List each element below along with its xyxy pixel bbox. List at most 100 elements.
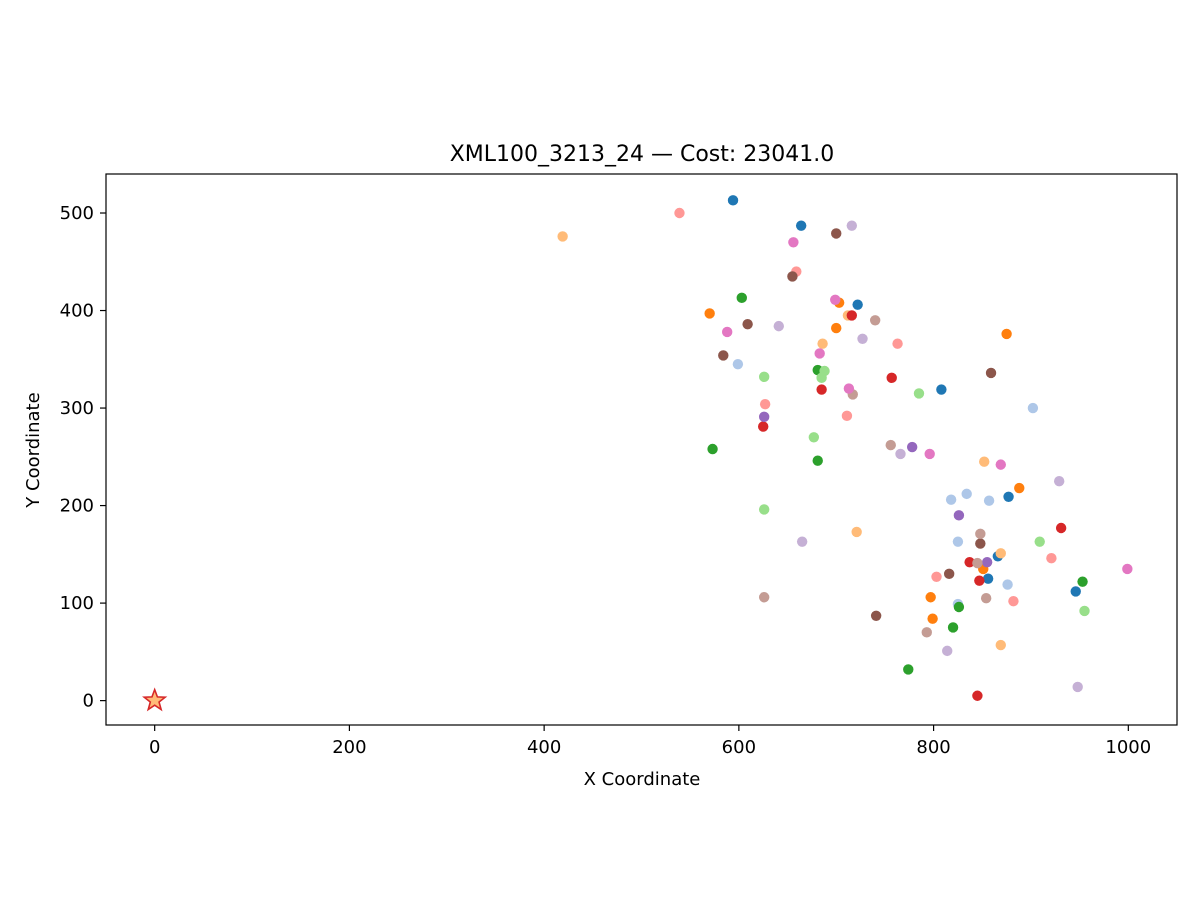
data-point xyxy=(906,441,918,453)
data-point xyxy=(808,432,820,443)
data-point xyxy=(758,411,770,423)
y-tick-label: 400 xyxy=(60,301,94,322)
data-point xyxy=(1002,579,1013,590)
data-point xyxy=(704,308,715,319)
plot-frame xyxy=(105,173,1178,726)
data-point xyxy=(972,557,983,569)
depot-layer xyxy=(142,687,168,712)
data-point xyxy=(816,372,827,384)
data-point xyxy=(1122,563,1133,575)
depot-star-icon xyxy=(142,687,168,712)
y-tick-label: 500 xyxy=(60,203,94,224)
data-point xyxy=(892,338,903,349)
axis-ticks: 0 200 400 600 800 1000 0 100 200 300 400 500 xyxy=(60,203,1152,758)
data-point xyxy=(921,627,932,638)
chart-title: XML100_3213_24 — Cost: 23041.0 xyxy=(450,142,835,167)
data-point xyxy=(707,443,718,455)
data-point xyxy=(975,538,986,549)
data-point xyxy=(964,556,975,568)
x-tick-label: 200 xyxy=(332,737,366,758)
data-point xyxy=(846,220,858,231)
data-point xyxy=(945,494,957,505)
data-point xyxy=(924,448,935,460)
data-point xyxy=(1077,576,1088,587)
data-point xyxy=(1014,482,1025,494)
data-point xyxy=(857,333,868,345)
x-axis-label: X Coordinate xyxy=(584,769,701,790)
x-tick-label: 1000 xyxy=(1105,737,1151,758)
data-point xyxy=(980,593,992,604)
data-point xyxy=(870,610,882,621)
data-point xyxy=(1072,681,1083,693)
data-point xyxy=(758,592,770,603)
data-point xyxy=(982,573,994,584)
data-point xyxy=(736,292,747,304)
data-point xyxy=(975,528,986,540)
data-point xyxy=(830,294,841,306)
data-point xyxy=(913,388,925,399)
data-point xyxy=(1027,402,1039,414)
data-point xyxy=(718,350,729,361)
data-point xyxy=(759,398,771,410)
data-point xyxy=(846,310,858,321)
data-point xyxy=(1070,586,1081,597)
x-tick-label: 0 xyxy=(149,737,160,758)
data-point xyxy=(721,326,733,338)
data-point xyxy=(1034,536,1045,547)
data-point xyxy=(557,231,568,242)
data-point xyxy=(831,322,842,334)
data-point xyxy=(851,526,862,538)
data-point xyxy=(981,556,993,568)
y-tick-label: 100 xyxy=(60,593,94,614)
data-point xyxy=(943,568,955,580)
x-tick-label: 400 xyxy=(527,737,561,758)
x-tick-label: 600 xyxy=(722,737,756,758)
data-point xyxy=(903,664,914,675)
y-axis-label: Y Coordinate xyxy=(23,392,44,508)
data-point xyxy=(841,410,853,422)
data-point xyxy=(974,575,985,586)
data-point xyxy=(983,495,995,506)
data-point xyxy=(796,536,808,547)
data-point xyxy=(931,571,942,582)
data-point xyxy=(816,384,827,395)
data-point xyxy=(852,299,863,310)
data-point xyxy=(812,455,823,466)
y-tick-label: 300 xyxy=(60,398,94,419)
data-point xyxy=(952,536,964,547)
x-tick-label: 800 xyxy=(916,737,950,758)
data-point xyxy=(942,645,953,657)
data-point xyxy=(953,601,965,613)
data-point xyxy=(869,315,881,326)
data-point xyxy=(953,510,965,521)
data-point xyxy=(885,439,896,451)
data-point xyxy=(831,228,842,239)
data-point xyxy=(727,195,739,206)
data-point xyxy=(961,488,972,500)
data-points xyxy=(557,195,1133,701)
data-point xyxy=(972,690,983,701)
data-point xyxy=(1046,553,1057,564)
data-point xyxy=(995,639,1006,651)
data-point xyxy=(895,448,906,460)
data-point xyxy=(985,367,997,379)
data-point xyxy=(843,383,855,394)
data-point xyxy=(758,421,769,432)
data-point xyxy=(1053,475,1065,487)
data-point xyxy=(817,338,828,349)
data-point xyxy=(742,318,753,330)
data-point xyxy=(936,384,947,395)
data-point xyxy=(1003,491,1014,502)
data-point xyxy=(795,220,807,231)
data-point xyxy=(995,459,1006,470)
data-point xyxy=(927,613,938,624)
data-point xyxy=(788,237,799,248)
data-point xyxy=(758,504,770,515)
y-tick-label: 0 xyxy=(83,691,94,712)
data-point xyxy=(979,456,990,467)
data-point xyxy=(1008,595,1019,607)
data-point xyxy=(925,592,936,603)
data-point xyxy=(947,622,959,633)
